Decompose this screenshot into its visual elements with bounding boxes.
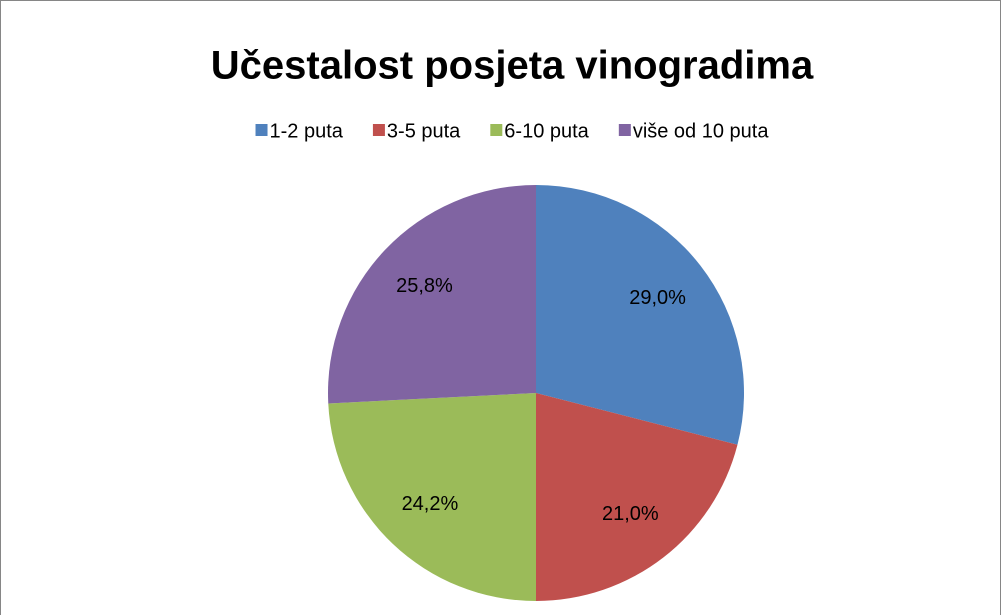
legend-text: 6-10 puta: [504, 120, 589, 142]
legend-swatch: [372, 124, 385, 136]
slice-label: 21,0%: [602, 503, 659, 525]
slice-label: 24,2%: [402, 493, 459, 515]
legend-swatch: [618, 124, 631, 136]
legend-text: više od 10 puta: [633, 120, 770, 142]
pie-slice: [536, 185, 744, 445]
pie-slice: [328, 393, 536, 601]
slice-label: 29,0%: [629, 287, 686, 309]
chart-title: Učestalost posjeta vinogradima: [211, 44, 814, 88]
legend-text: 1-2 puta: [270, 120, 344, 142]
pie-slice: [328, 185, 536, 404]
pie-slice: [536, 393, 738, 601]
legend-swatch: [255, 124, 268, 136]
slice-label: 25,8%: [396, 275, 453, 297]
legend-text: 3-5 puta: [387, 120, 461, 142]
legend-swatch: [490, 124, 503, 136]
